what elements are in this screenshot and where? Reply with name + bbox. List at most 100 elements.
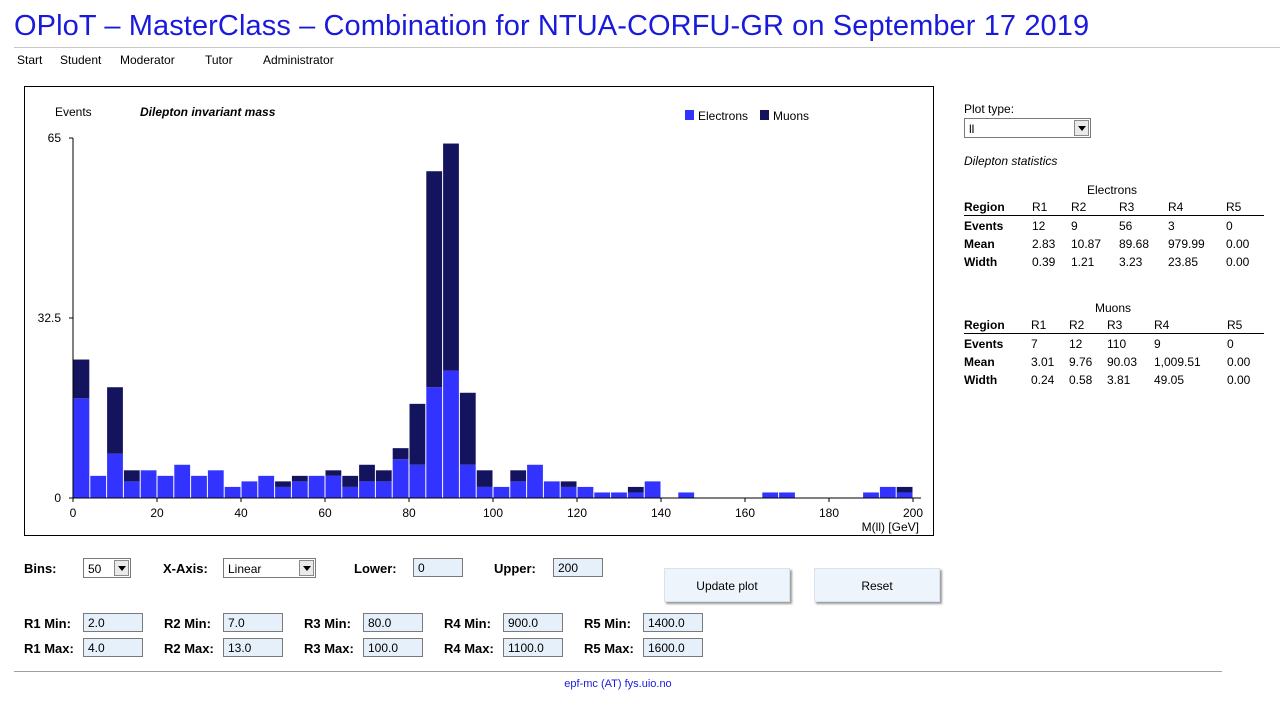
r5-max-input[interactable] [643,638,703,657]
bar-muons [627,486,644,493]
plot-type-select[interactable]: ll [964,118,1091,138]
cell: 0.00 [1226,237,1250,251]
r3-min-input[interactable] [363,613,423,632]
cell: 3 [1168,219,1175,233]
cell: 1.21 [1071,255,1095,269]
bar-muons [107,387,123,454]
x-tick-label: 160 [735,506,755,520]
bar-electrons [879,486,896,498]
col-region: Region [964,200,1005,214]
bar-electrons [611,492,627,498]
cell: 3.23 [1119,255,1143,269]
reset-button[interactable]: Reset [814,568,940,602]
bar-muons [291,475,308,482]
y-axis-label: Events [55,105,92,119]
bar-electrons [459,464,476,498]
bar-electrons [527,464,543,498]
bar-muons [510,470,527,482]
bar-electrons [375,481,392,498]
r3-min-label: R3 Min: [304,616,351,631]
x-axis-label: M(ll) [GeV] [862,520,919,534]
page-title: OPloT – MasterClass – Combination for NT… [14,10,1090,42]
r2-max-input[interactable] [223,638,283,657]
cell: 0.00 [1226,255,1250,269]
bar-muons [359,464,375,482]
chevron-down-icon[interactable] [1074,120,1089,136]
col-region: Region [964,318,1005,332]
update-plot-button[interactable]: Update plot [664,568,790,602]
bar-electrons [476,486,493,498]
col-r1: R1 [1032,200,1048,214]
legend-swatch-muons [760,110,769,120]
plot-type-value: ll [969,122,975,136]
bar-electrons [291,481,308,498]
bar-muons [275,481,291,487]
chevron-down-icon[interactable] [299,560,314,576]
xaxis-select[interactable]: Linear [223,558,316,578]
x-tick-label: 0 [70,506,77,520]
x-tick-label: 120 [567,506,587,520]
bar-electrons [140,470,157,498]
r4-max-input[interactable] [503,638,563,657]
electrons-header-divider [964,215,1264,216]
x-tick-label: 100 [483,506,503,520]
bar-muons [375,470,392,482]
cell: 0.58 [1069,373,1093,387]
bar-electrons [392,459,409,498]
cell: 0 [1226,219,1233,233]
nav-moderator[interactable]: Moderator [120,53,175,67]
legend-swatch-electrons [685,110,694,120]
r2-min-input[interactable] [223,613,283,632]
col-r4: R4 [1168,200,1184,214]
r5-min-input[interactable] [643,613,703,632]
nav-tutor[interactable]: Tutor [205,53,233,67]
chart-panel: 0 20 40 60 80 100 120 140 160 180 200 0 32.5 65 Event… [24,86,934,536]
r1-min-input[interactable] [83,613,143,632]
cell: 0.00 [1227,373,1251,387]
col-r5: R5 [1226,200,1242,214]
cell: 49.05 [1154,373,1185,387]
x-tick-label: 200 [903,506,923,520]
bar-electrons [308,475,325,498]
r1-max-input[interactable] [83,638,143,657]
bar-electrons [594,492,611,498]
bar-muons [392,448,409,460]
nav-start[interactable]: Start [17,53,43,67]
bar-electrons [157,475,174,498]
footer-divider [14,671,1222,672]
r1-min-label: R1 Min: [24,616,71,631]
bar-muons [73,359,90,399]
bar-electrons [678,492,695,498]
bar-electrons [762,492,779,498]
nav-administrator[interactable]: Administrator [263,53,334,67]
bar-muons [342,475,359,487]
bar-electrons [207,470,224,498]
y-tick-label: 0 [54,491,61,505]
lower-input[interactable] [413,558,463,577]
bins-select[interactable]: 50 [83,558,131,578]
r2-max-label: R2 Max: [164,641,214,656]
bar-electrons [493,486,510,498]
chart-title: Dilepton invariant mass [140,105,276,119]
col-r4: R4 [1154,318,1170,332]
nav-student[interactable]: Student [60,53,102,67]
cell: 0.24 [1031,373,1055,387]
r3-max-input[interactable] [363,638,423,657]
muons-caption: Muons [1095,301,1132,315]
chevron-down-icon[interactable] [114,560,129,576]
cell: 0 [1227,337,1234,351]
col-r2: R2 [1069,318,1085,332]
cell: 23.85 [1168,255,1199,269]
upper-input[interactable] [553,558,603,577]
r4-min-input[interactable] [503,613,563,632]
r4-min-label: R4 Min: [444,616,491,631]
cell: 3.01 [1031,355,1055,369]
cell: 90.03 [1107,355,1138,369]
bar-muons [476,470,493,487]
bar-muons [426,171,443,388]
footer-contact[interactable]: epf-mc (AT) fys.uio.no [564,678,672,690]
xaxis-select-value: Linear [228,562,262,576]
cell: 12 [1032,219,1046,233]
r5-min-label: R5 Min: [584,616,631,631]
muons-header-divider [964,333,1264,334]
